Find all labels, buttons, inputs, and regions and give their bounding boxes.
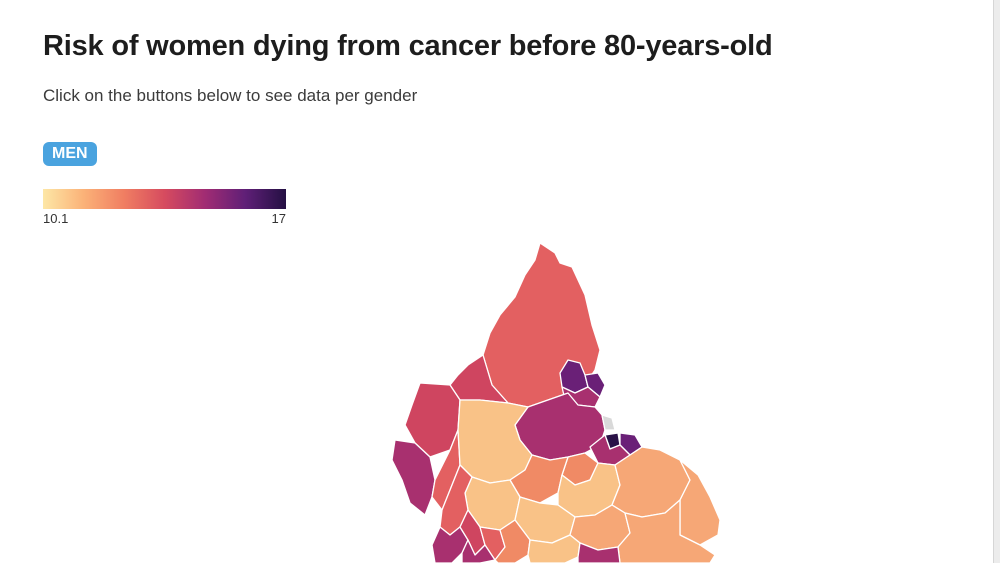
color-legend: 10.1 17 — [43, 189, 286, 227]
legend-max-label: 17 — [271, 211, 286, 226]
legend-gradient-bar — [43, 189, 286, 209]
region-cumbria-west[interactable] — [404, 382, 461, 458]
region-hartlepool[interactable] — [601, 414, 616, 431]
region-bradford[interactable] — [494, 519, 531, 563]
page-subtitle: Click on the buttons below to see data p… — [43, 86, 418, 105]
region-burnley[interactable] — [461, 539, 496, 563]
region-north-tyneside[interactable] — [584, 372, 606, 398]
frame-edge — [993, 0, 1000, 563]
choropleth-map — [391, 242, 721, 563]
page-title: Risk of women dying from cancer before 8… — [43, 30, 773, 62]
region-scarborough[interactable] — [679, 459, 721, 546]
legend-min-label: 10.1 — [43, 211, 69, 226]
region-selby[interactable] — [577, 542, 621, 563]
region-east-riding[interactable] — [617, 499, 716, 563]
region-eden[interactable] — [457, 399, 533, 484]
men-toggle-button[interactable]: MEN — [43, 142, 97, 166]
region-cumbria-coast[interactable] — [391, 439, 436, 516]
